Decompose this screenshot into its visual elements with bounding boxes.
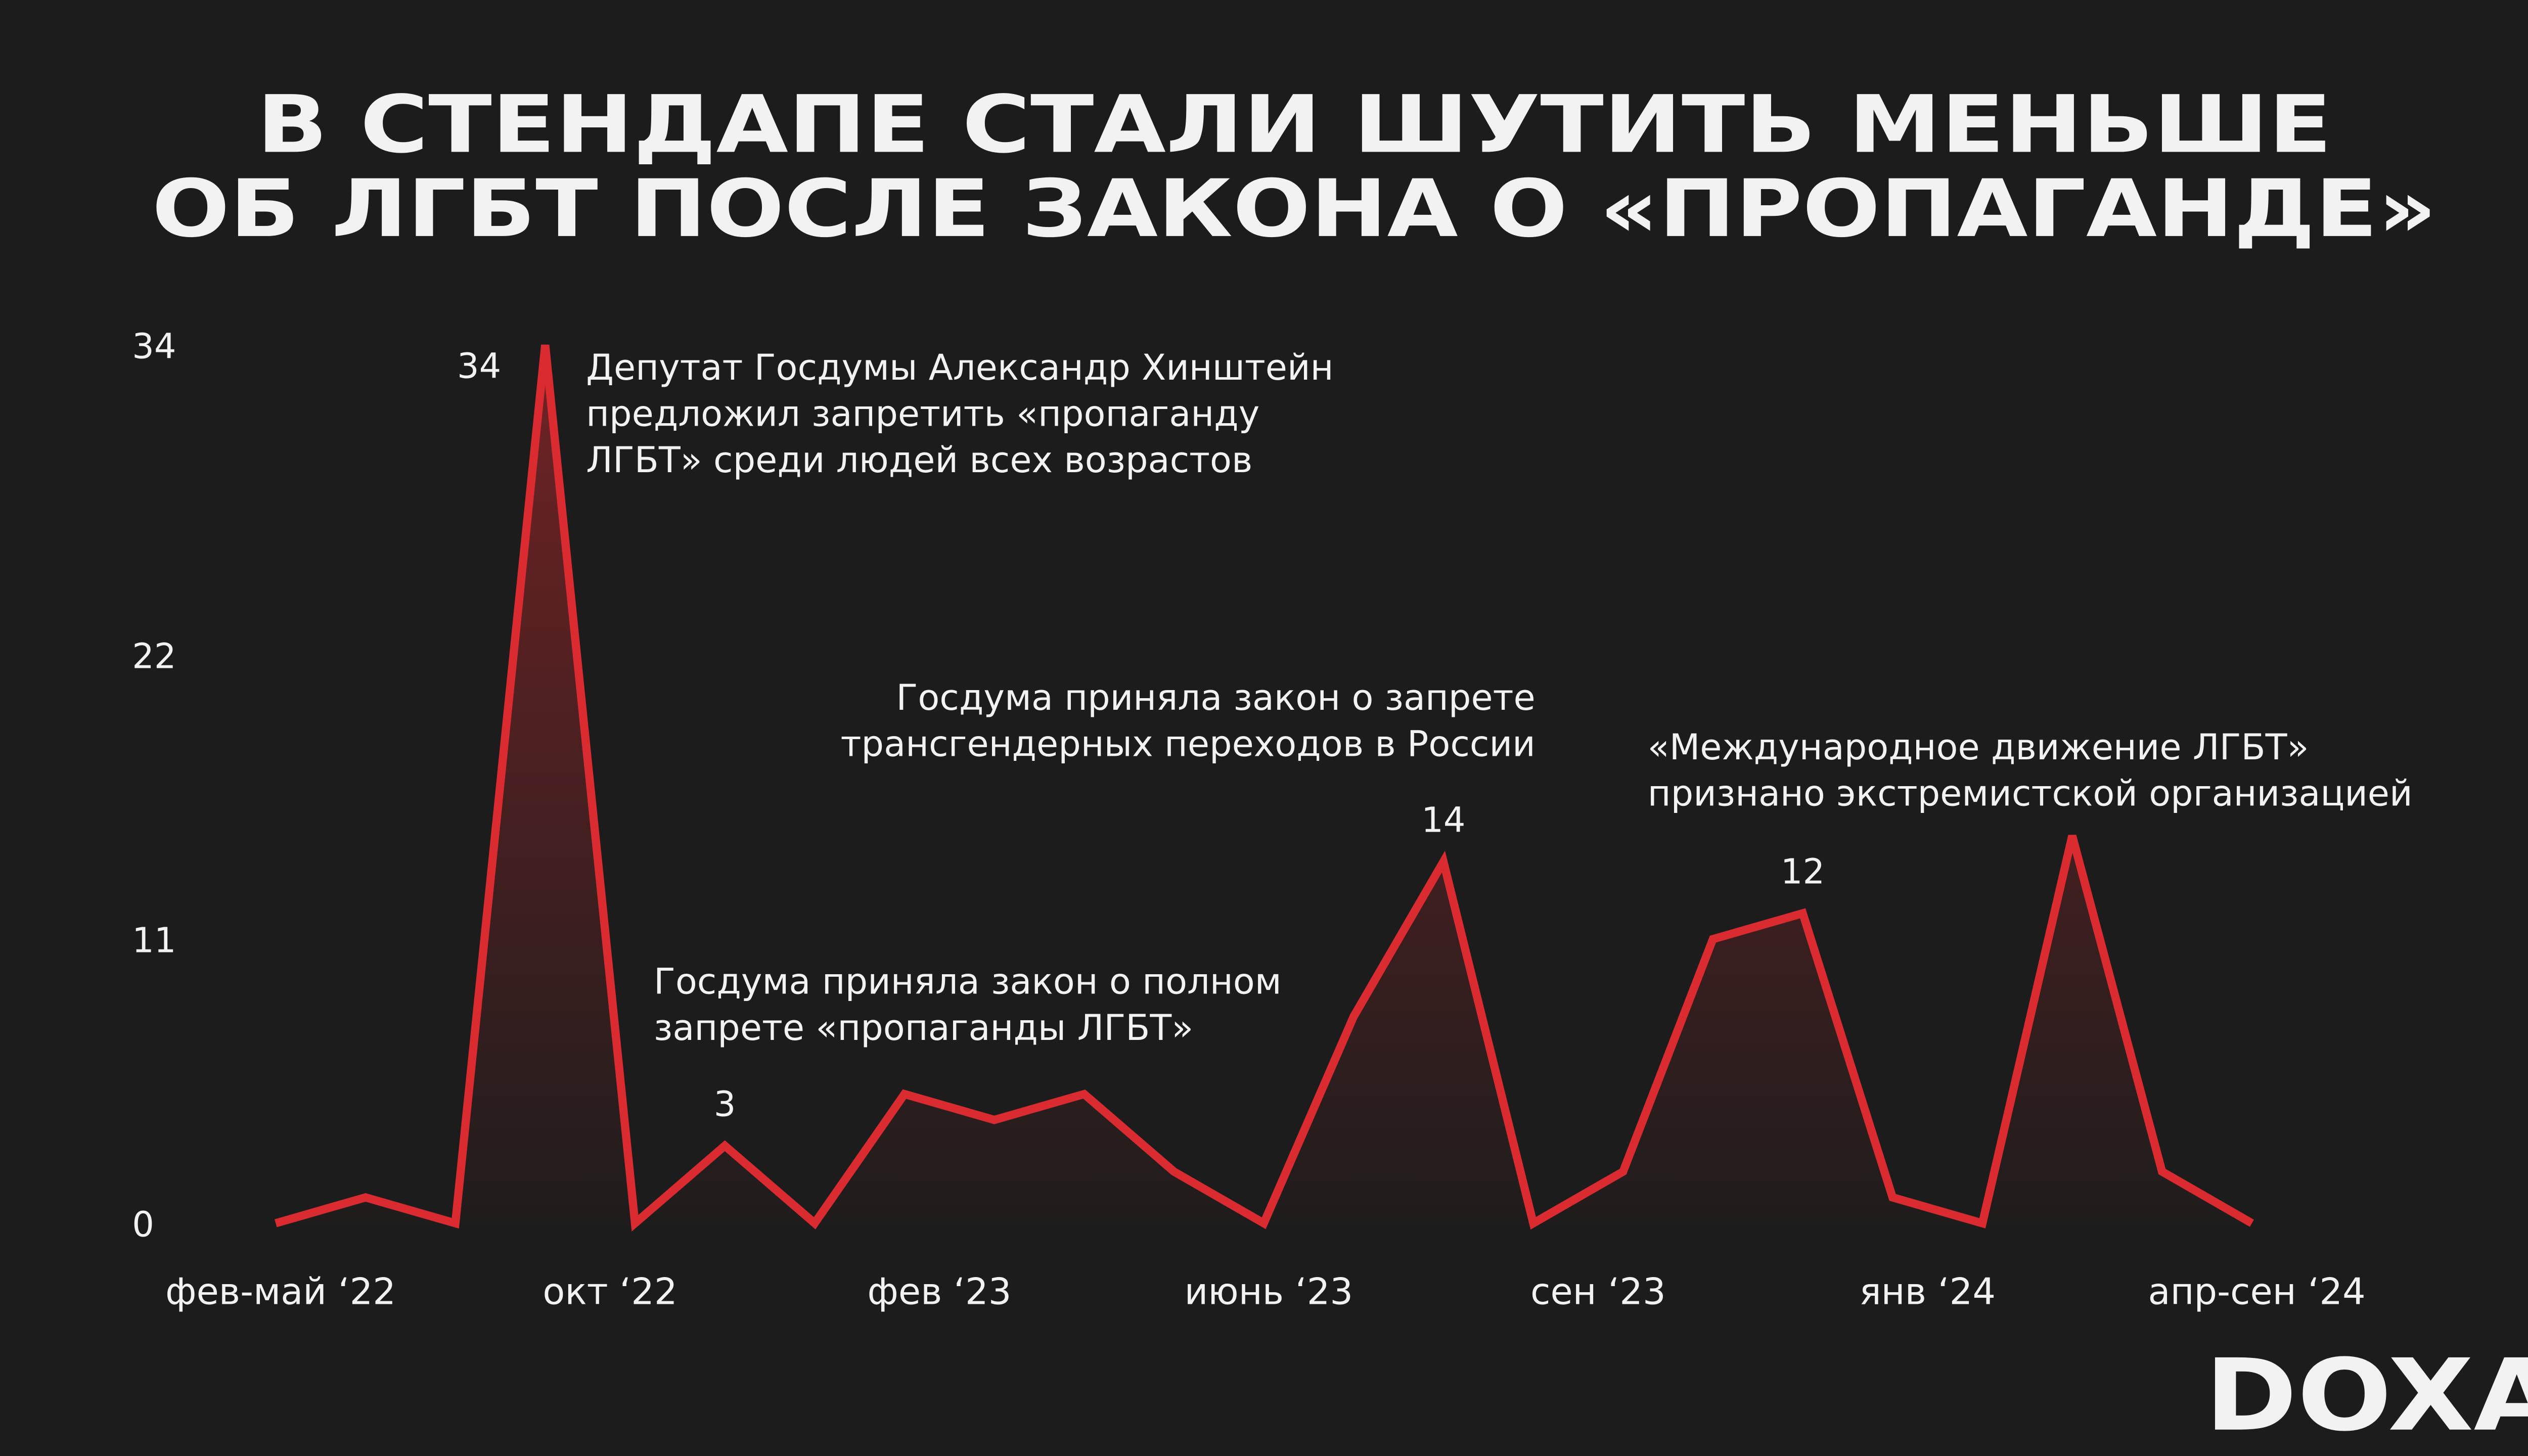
x-tick-label: окт ‘22: [543, 1270, 677, 1313]
y-tick-label: 11: [132, 921, 176, 961]
title-line: В СТЕНДАПЕ СТАЛИ ШУТИТЬ МЕНЬШЕ: [257, 78, 2332, 170]
annotation: признано экстремистской организацией: [1648, 772, 2413, 814]
annotation: «Международное движение ЛГБТ»: [1648, 726, 2309, 768]
annotation: Госдума приняла закон о запрете: [896, 677, 1536, 718]
annotation: Госдума приняла закон о полном: [654, 961, 1282, 1003]
annotation: запрете «пропаганды ЛГБТ»: [654, 1007, 1193, 1049]
data-label: 12: [1781, 852, 1825, 892]
data-label: 14: [1421, 800, 1465, 841]
data-label: 34: [457, 346, 501, 387]
x-tick-label: июнь ‘23: [1185, 1270, 1353, 1313]
x-tick-label: янв ‘24: [1859, 1270, 1996, 1313]
x-tick-label: фев-май ‘22: [165, 1270, 396, 1313]
x-tick-label: фев ‘23: [867, 1270, 1011, 1313]
line: [275, 344, 2254, 1232]
data-label: 3: [714, 1084, 736, 1125]
annotation: трансгендерных переходов в России: [841, 723, 1536, 765]
y-tick-label: 22: [132, 636, 176, 677]
y-tick-label: 34: [132, 327, 176, 367]
title-line: ОБ ЛГБТ ПОСЛЕ ЗАКОНА О «ПРОПАГАНДЕ»: [152, 163, 2436, 255]
annotation: ЛГБТ» среди людей всех возрастов: [586, 439, 1252, 481]
x-tick-label: сен ‘23: [1530, 1270, 1666, 1313]
annotation: Депутат Госдумы Александр Хинштейн: [586, 347, 1333, 388]
brand-logo: DOXA: [2205, 1338, 2528, 1453]
area: [276, 345, 2252, 1223]
y-tick-label: 0: [132, 1205, 154, 1245]
annotation: предложил запретить «пропаганду: [586, 393, 1259, 434]
x-tick-label: апр-сен ‘24: [2148, 1270, 2366, 1313]
